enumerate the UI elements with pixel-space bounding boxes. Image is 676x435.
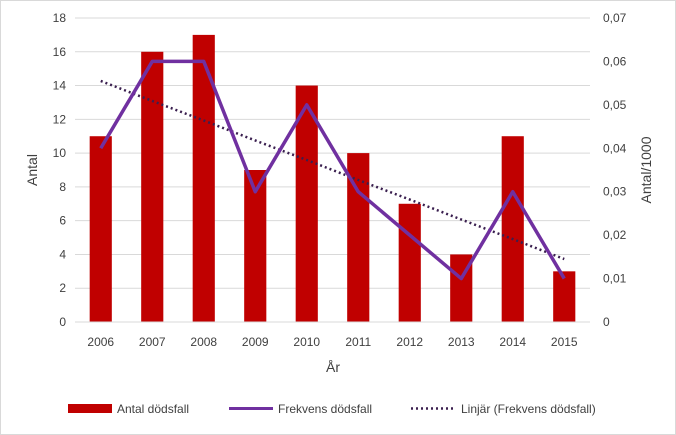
legend-label-line: Frekvens dödsfall <box>278 402 372 416</box>
y2-tick-label: 0,01 <box>603 272 627 286</box>
legend-swatch-bars <box>68 404 112 413</box>
legend-label-trend: Linjär (Frekvens dödsfall) <box>461 402 596 416</box>
bar <box>192 34 215 323</box>
x-tick-label: 2014 <box>499 335 526 349</box>
y-tick-label: 12 <box>53 112 67 126</box>
y2-tick-label: 0,07 <box>603 11 627 25</box>
bar <box>295 85 318 322</box>
y-tick-label: 4 <box>59 247 66 261</box>
bar <box>244 170 267 322</box>
y-axis-right-ticks: 0 0,01 0,02 0,03 0,04 0,05 0,06 0,07 <box>603 11 627 329</box>
y-tick-label: 14 <box>53 79 67 93</box>
y-tick-label: 2 <box>59 281 66 295</box>
x-tick-label: 2015 <box>551 335 578 349</box>
y2-tick-label: 0,06 <box>603 54 627 68</box>
y2-axis-title: Antal/1000 <box>638 136 654 203</box>
line-series <box>99 59 566 281</box>
x-tick-label: 2007 <box>139 335 166 349</box>
legend-label-bars: Antal dödsfall <box>117 402 189 416</box>
x-axis-ticks: 2006 2007 2008 2009 2010 2011 2012 2013 2014 2015 <box>87 335 578 349</box>
bar <box>553 271 576 322</box>
bar <box>89 136 112 322</box>
x-tick-label: 2011 <box>345 335 371 349</box>
x-axis-title: År <box>326 359 340 375</box>
legend: Antal dödsfall Frekvens dödsfall Linjär … <box>68 402 596 416</box>
bar <box>398 203 421 322</box>
y2-tick-label: 0 <box>603 315 610 329</box>
y-tick-label: 6 <box>59 214 66 228</box>
y2-tick-label: 0,04 <box>603 141 627 155</box>
y-tick-label: 0 <box>59 315 66 329</box>
bar <box>141 51 164 323</box>
x-tick-label: 2008 <box>190 335 217 349</box>
y2-tick-label: 0,03 <box>603 185 627 199</box>
bar <box>501 136 524 322</box>
y-axis-title: Antal <box>24 154 40 186</box>
y2-tick-label: 0,02 <box>603 228 627 242</box>
y-tick-label: 16 <box>53 45 67 59</box>
y-axis-left-ticks: 0 2 4 6 8 10 12 14 16 18 <box>53 11 67 329</box>
y-tick-label: 8 <box>59 180 66 194</box>
frequency-line <box>99 59 566 281</box>
y-tick-label: 18 <box>53 11 67 25</box>
bar-series <box>89 34 576 323</box>
x-tick-label: 2013 <box>448 335 475 349</box>
y-tick-label: 10 <box>53 146 67 160</box>
x-tick-label: 2012 <box>396 335 423 349</box>
y2-tick-label: 0,05 <box>603 98 627 112</box>
x-tick-label: 2010 <box>293 335 320 349</box>
x-tick-label: 2009 <box>242 335 269 349</box>
x-tick-label: 2006 <box>87 335 114 349</box>
